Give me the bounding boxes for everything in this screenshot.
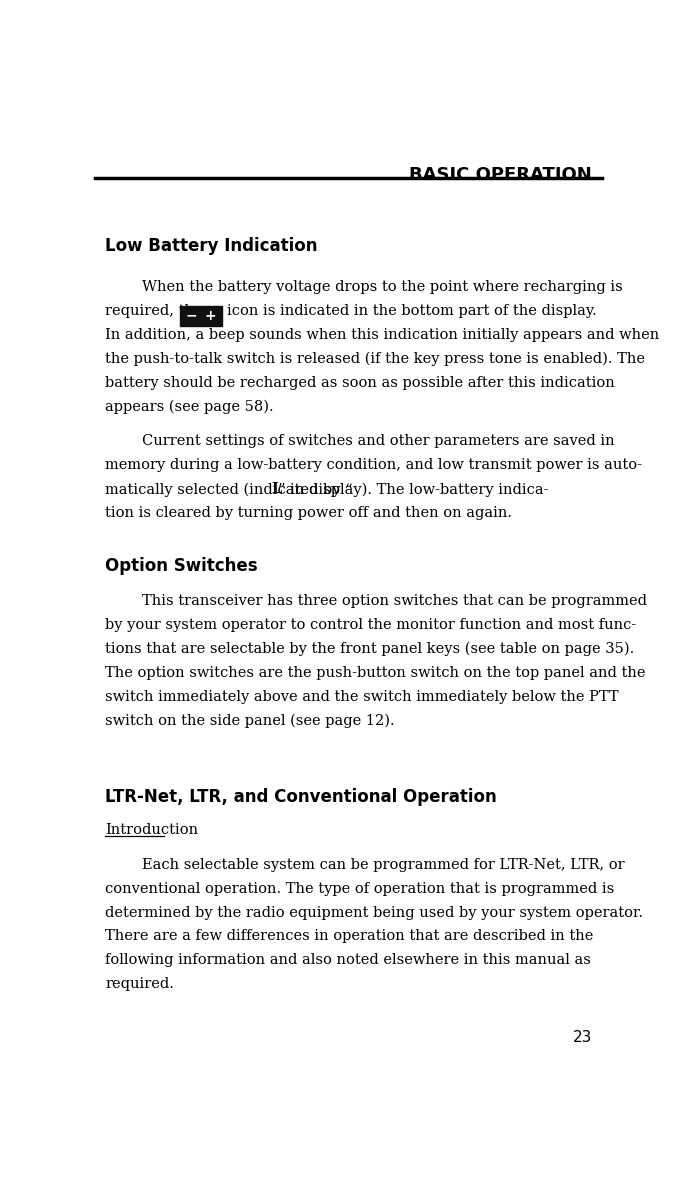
Text: In addition, a beep sounds when this indication initially appears and when: In addition, a beep sounds when this ind… [105,328,659,342]
Text: appears (see page 58).: appears (see page 58). [105,400,274,414]
Text: switch on the side panel (see page 12).: switch on the side panel (see page 12). [105,713,395,728]
Text: memory during a low-battery condition, and low transmit power is auto-: memory during a low-battery condition, a… [105,458,643,472]
Text: tions that are selectable by the front panel keys (see table on page 35).: tions that are selectable by the front p… [105,642,634,656]
Text: When the battery voltage drops to the point where recharging is: When the battery voltage drops to the po… [105,280,623,293]
Text: BASIC OPERATION: BASIC OPERATION [409,166,592,184]
Text: L: L [271,482,282,496]
Text: Current settings of switches and other parameters are saved in: Current settings of switches and other p… [105,434,615,449]
Text: This transceiver has three option switches that can be programmed: This transceiver has three option switch… [105,594,647,608]
Text: by your system operator to control the monitor function and most func-: by your system operator to control the m… [105,618,637,632]
Text: icon is indicated in the bottom part of the display.: icon is indicated in the bottom part of … [227,304,597,317]
Text: The option switches are the push-button switch on the top panel and the: The option switches are the push-button … [105,666,646,680]
Text: switch immediately above and the switch immediately below the PTT: switch immediately above and the switch … [105,690,619,704]
FancyBboxPatch shape [180,305,223,326]
Text: There are a few differences in operation that are described in the: There are a few differences in operation… [105,929,594,944]
Text: required, the: required, the [105,304,203,317]
Text: tion is cleared by turning power off and then on again.: tion is cleared by turning power off and… [105,506,512,520]
Text: battery should be recharged as soon as possible after this indication: battery should be recharged as soon as p… [105,376,615,390]
Text: following information and also noted elsewhere in this manual as: following information and also noted els… [105,953,591,968]
Text: +: + [205,309,216,323]
Text: Each selectable system can be programmed for LTR-Net, LTR, or: Each selectable system can be programmed… [105,858,625,872]
Text: conventional operation. The type of operation that is programmed is: conventional operation. The type of oper… [105,882,614,896]
Text: 23: 23 [572,1031,592,1045]
Text: required.: required. [105,977,174,991]
Text: Low Battery Indication: Low Battery Indication [105,237,318,255]
Text: the push-to-talk switch is released (if the key press tone is enabled). The: the push-to-talk switch is released (if … [105,352,645,366]
Text: −: − [186,309,197,323]
Text: matically selected (indicated by “: matically selected (indicated by “ [105,482,353,496]
Text: Option Switches: Option Switches [105,556,258,575]
Text: Introduction: Introduction [105,823,198,837]
Text: ” in display). The low-battery indica-: ” in display). The low-battery indica- [278,482,548,496]
Text: determined by the radio equipment being used by your system operator.: determined by the radio equipment being … [105,905,643,920]
Text: LTR-Net, LTR, and Conventional Operation: LTR-Net, LTR, and Conventional Operation [105,789,497,806]
